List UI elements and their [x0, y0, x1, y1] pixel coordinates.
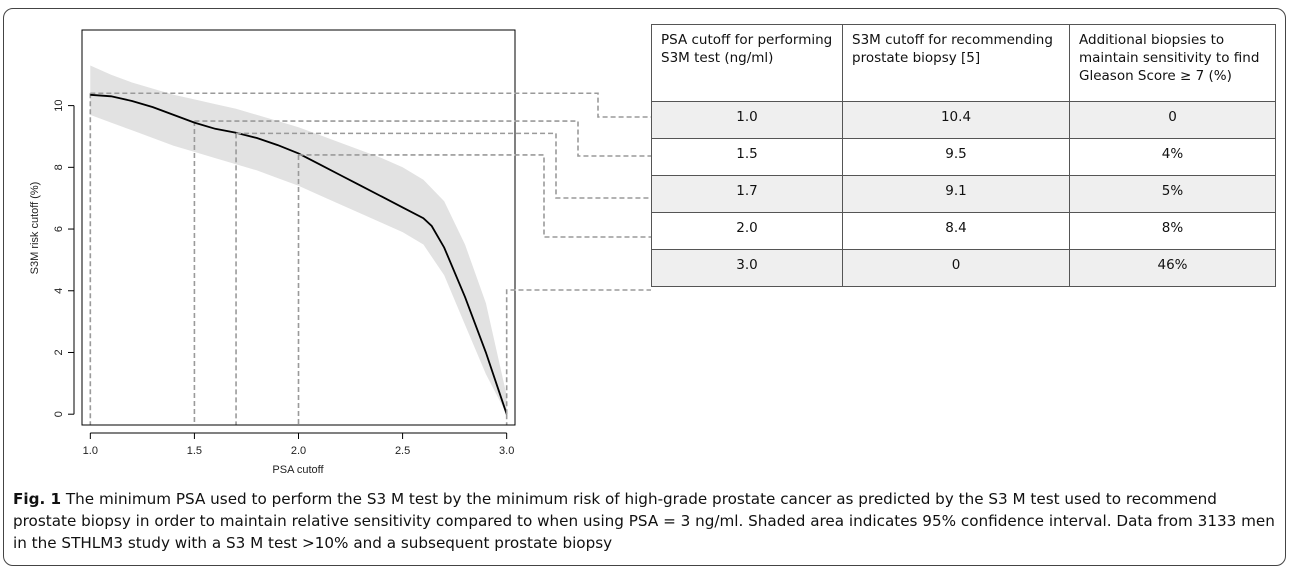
table-cell: 2.0 [651, 212, 843, 250]
risk-cutoff-line [90, 93, 508, 415]
y-axis: 0 2 4 6 8 10 [53, 99, 75, 417]
table-header-psa-cutoff: PSA cutoff for performing S3M test (ng/m… [651, 24, 843, 102]
table-cell: 9.5 [842, 138, 1070, 176]
table-row: 1.0 10.4 0 [651, 101, 1276, 139]
y-tick-label: 2 [53, 349, 65, 355]
caption-text: The minimum PSA used to perform the S3 M… [13, 490, 1275, 552]
connector-lines-layer [90, 92, 651, 415]
connector-line [194, 120, 651, 157]
table-cell: 1.0 [651, 101, 843, 139]
table-cell: 10.4 [842, 101, 1070, 139]
curve-layer [90, 93, 508, 415]
y-axis-label: S3M risk cutoff (%) [29, 182, 41, 275]
x-tick-label: 1.0 [83, 445, 98, 457]
chart-canvas: 1.0 1.5 2.0 2.5 3.0 0 2 4 6 8 10 PSA cutoff S3M r… [29, 29, 651, 476]
table-cell: 8% [1069, 212, 1276, 250]
caption-label: Fig. 1 [13, 490, 62, 508]
table-cell: 1.5 [651, 138, 843, 176]
cutoff-table: PSA cutoff for performing S3M test (ng/m… [651, 24, 1276, 287]
x-axis: 1.0 1.5 2.0 2.5 3.0 [83, 432, 514, 457]
table-cell: 0 [842, 249, 1070, 287]
table-row: 2.0 8.4 8% [651, 212, 1276, 250]
x-axis-label: PSA cutoff [272, 464, 324, 476]
table-cell: 46% [1069, 249, 1276, 287]
table-cell: 8.4 [842, 212, 1070, 250]
y-tick-label: 6 [53, 226, 65, 232]
connector-line [236, 132, 651, 199]
x-tick-label: 2.0 [291, 445, 306, 457]
table-cell: 5% [1069, 175, 1276, 213]
y-tick-label: 4 [53, 288, 65, 294]
table-row: 1.7 9.1 5% [651, 175, 1276, 213]
table-cell: 9.1 [842, 175, 1070, 213]
x-tick-label: 2.5 [395, 445, 410, 457]
y-tick-label: 0 [53, 411, 65, 417]
connector-line [298, 154, 651, 238]
table-cell: 1.7 [651, 175, 843, 213]
connector-line [505, 289, 651, 415]
plot-frame [81, 29, 516, 426]
figure-caption: Fig. 1 The minimum PSA used to perform t… [13, 488, 1278, 554]
figure-frame [3, 8, 1286, 566]
table-row: 3.0 0 46% [651, 249, 1276, 287]
x-tick-label: 3.0 [499, 445, 514, 457]
y-tick-label: 10 [53, 99, 65, 111]
table-cell: 3.0 [651, 249, 843, 287]
y-tick-label: 8 [53, 164, 65, 170]
table-header-s3m-cutoff: S3M cutoff for recommending prostate bio… [842, 24, 1070, 102]
table-row: 1.5 9.5 4% [651, 138, 1276, 176]
table-cell: 0 [1069, 101, 1276, 139]
table-header-additional-biopsies: Additional biopsies to maintain sensitiv… [1069, 24, 1276, 102]
table-cell: 4% [1069, 138, 1276, 176]
table-header-row: PSA cutoff for performing S3M test (ng/m… [651, 24, 1276, 102]
x-tick-label: 1.5 [187, 445, 202, 457]
guide-lines-layer [89, 93, 508, 425]
